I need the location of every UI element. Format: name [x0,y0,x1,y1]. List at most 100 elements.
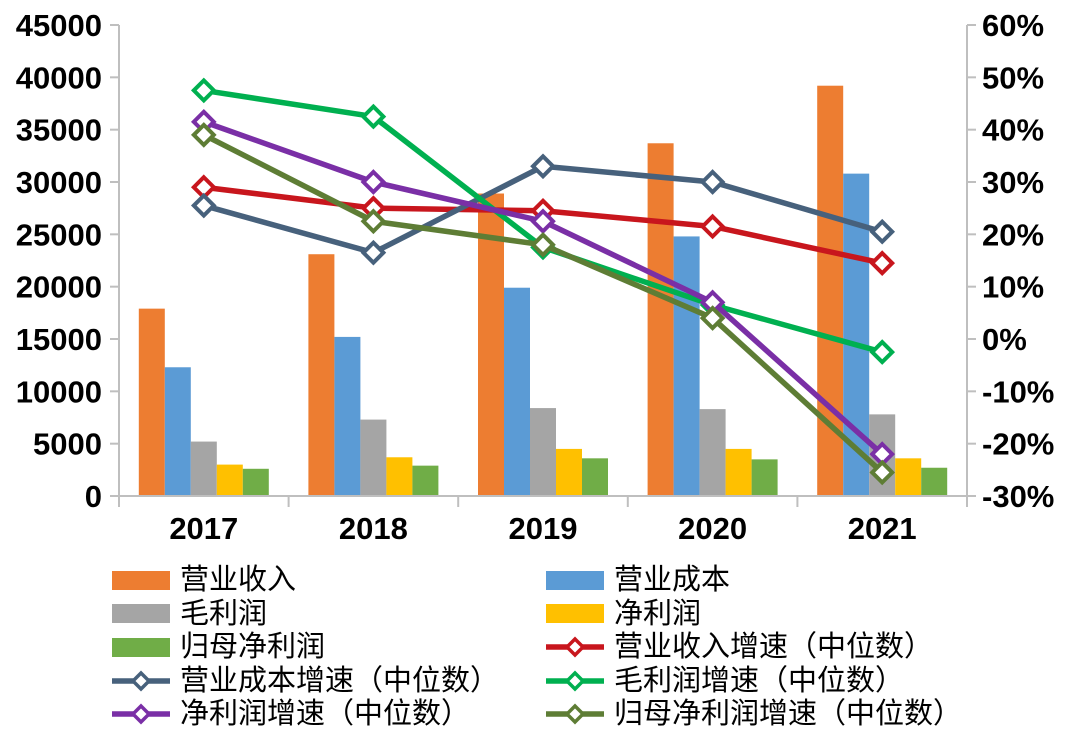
marker-diamond-营业成本增速（中位数）-2020 [699,169,726,195]
x-axis-label: 2020 [678,511,747,546]
bar-归母净利润-2020 [751,459,778,496]
marker-diamond-营业成本增速（中位数）-2021 [869,218,896,245]
x-axis-label: 2018 [339,511,408,546]
right-axis-tick-label: 20% [982,217,1044,252]
bar-营业成本-2019 [504,287,530,496]
bar-营业收入-2017 [138,308,165,496]
legend-diamond-icon [130,670,152,691]
legend-label: 净利润增速（中位数） [180,698,471,730]
left-axis-tick-label: 30000 [16,165,102,200]
bar-毛利润-2017 [190,441,217,496]
legend-label: 营业收入增速（中位数） [614,631,934,663]
marker-diamond-毛利润增速（中位数）-2018 [360,103,387,130]
bar-归母净利润-2017 [242,468,269,496]
bar-净利润-2020 [725,448,752,496]
legend-line-swatch [546,636,604,658]
marker-diamond-净利润增速（中位数）-2018 [360,169,387,195]
legend-label: 净利润 [614,597,702,630]
right-axis-tick-label: -10% [982,374,1054,409]
legend-label: 营业成本 [614,564,731,596]
right-axis-tick-label: 0% [982,322,1027,357]
right-axis-tick-label: -20% [982,427,1054,462]
bar-净利润-2017 [216,464,243,496]
left-axis-tick-label: 40000 [16,60,102,95]
legend-item-归母净利润: 归母净利润 [112,631,325,663]
legend-bar-swatch [546,570,604,590]
marker-diamond-营业收入增速（中位数）-2021 [869,250,896,276]
marker-diamond-归母净利润增速（中位数）-2018 [360,208,387,235]
marker-diamond-归母净利润增速（中位数）-2021 [869,459,896,486]
legend-diamond-icon [130,703,152,725]
bar-营业成本-2020 [673,236,700,496]
x-axis-label: 2019 [509,511,578,546]
legend-line-swatch [112,670,170,691]
left-axis-tick-label: 10000 [16,374,102,409]
marker-diamond-营业成本增速（中位数）-2017 [190,192,217,219]
legend-label: 营业收入 [180,564,297,596]
legend-item-营业收入增速（中位数）: 营业收入增速（中位数） [546,631,933,663]
x-axis-label: 2021 [848,511,917,546]
left-axis-tick-label: 45000 [16,8,102,43]
legend-diamond-icon [564,703,586,725]
bar-归母净利润-2021 [921,467,948,496]
marker-diamond-毛利润增速（中位数）-2017 [190,77,217,104]
legend-diamond-icon [564,636,586,658]
bar-净利润-2019 [556,448,582,496]
marker-diamond-营业成本增速（中位数）-2019 [530,153,556,180]
legend-bar-swatch [112,604,170,623]
left-axis-tick-label: 0 [85,479,102,514]
legend-line-swatch [546,670,604,691]
legend-label: 毛利润增速（中位数） [614,664,905,697]
legend-diamond-icon [564,670,586,691]
bar-营业收入-2018 [308,254,335,496]
right-axis-tick-label: 30% [982,165,1044,200]
legend-line-swatch [112,703,170,725]
legend-label: 毛利润 [180,597,268,630]
marker-diamond-归母净利润增速（中位数）-2019 [530,231,556,258]
right-axis-tick-label: 10% [982,270,1044,305]
bar-营业成本-2018 [334,336,361,496]
legend-line-swatch [546,703,604,725]
legend-item-营业收入: 营业收入 [112,564,296,596]
marker-diamond-归母净利润增速（中位数）-2017 [190,122,217,148]
legend-item-营业成本增速（中位数）: 营业成本增速（中位数） [112,665,499,697]
legend-item-毛利润: 毛利润 [112,598,267,630]
legend-item-净利润: 净利润 [546,598,701,630]
legend-bar-swatch [112,637,170,657]
legend-item-毛利润增速（中位数）: 毛利润增速（中位数） [546,665,904,697]
left-axis-tick-label: 15000 [16,322,102,357]
bar-营业成本-2017 [164,367,191,496]
bar-归母净利润-2018 [412,465,439,496]
bar-净利润-2021 [895,458,922,496]
bar-净利润-2018 [386,457,413,496]
bar-毛利润-2019 [530,408,556,496]
legend-label: 归母净利润 [180,631,326,663]
left-axis-tick-label: 35000 [16,113,102,148]
legend-bar-swatch [546,604,604,623]
marker-diamond-营业成本增速（中位数）-2018 [360,239,387,266]
right-axis-tick-label: 60% [982,8,1044,43]
right-axis-tick-label: -30% [982,479,1054,514]
legend-label: 营业成本增速（中位数） [180,664,500,697]
legend-item-营业成本: 营业成本 [546,564,730,596]
marker-diamond-净利润增速（中位数）-2019 [530,208,556,235]
right-axis-tick-label: 50% [982,60,1044,95]
marker-diamond-营业收入增速（中位数）-2020 [699,213,726,240]
bar-毛利润-2018 [360,419,387,496]
legend-item-归母净利润增速（中位数）: 归母净利润增速（中位数） [546,698,962,730]
combo-bar-line-chart: 0 5000 10000 15000 20000 25000 30000 35000 40000… [16,8,1055,546]
bar-营业收入-2020 [647,143,674,497]
left-axis-tick-label: 5000 [33,427,102,462]
bar-归母净利润-2019 [582,458,608,496]
legend-bar-swatch [112,570,170,590]
x-axis-label: 2017 [169,511,238,546]
left-axis-tick-label: 25000 [16,217,102,252]
marker-diamond-归母净利润增速（中位数）-2020 [699,305,726,331]
legend-item-净利润增速（中位数）: 净利润增速（中位数） [112,698,470,730]
right-axis-tick-label: 40% [982,113,1044,148]
bar-营业收入-2019 [478,193,504,496]
legend-label: 归母净利润增速（中位数） [614,698,963,730]
left-axis-tick-label: 20000 [16,270,102,305]
